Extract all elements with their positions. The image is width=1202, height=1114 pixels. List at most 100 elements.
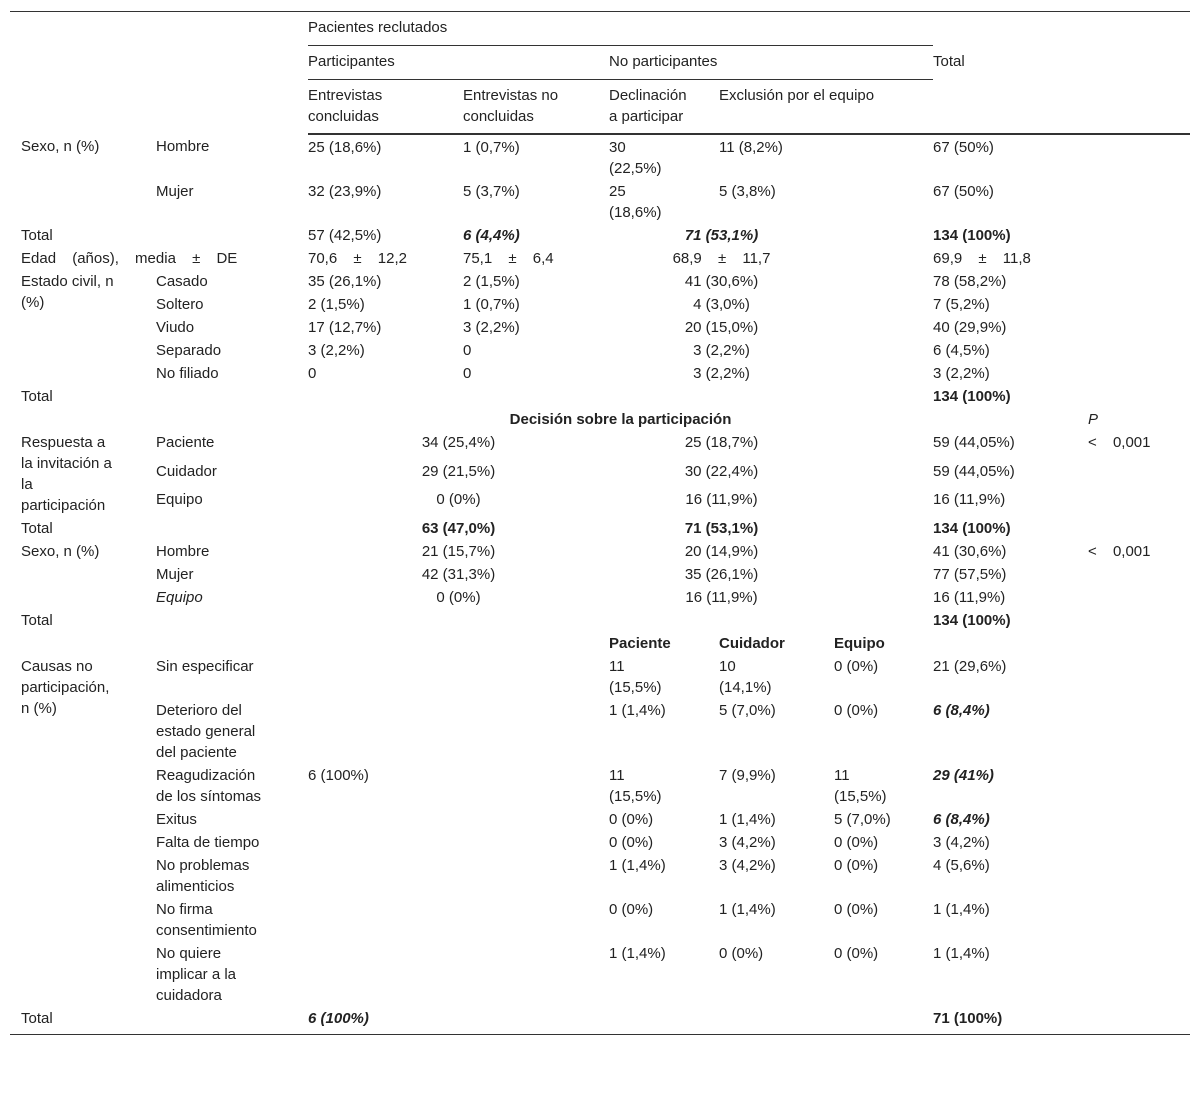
table-cell: 70,6 ± 12,2	[308, 250, 407, 267]
table-cell: Total	[21, 1010, 53, 1027]
empty-cell	[10, 563, 156, 586]
table-cell: 6 (100%)	[308, 1010, 369, 1027]
table-cell: 0 (0%)	[609, 901, 654, 918]
table-cell: 41 (30,6%)	[933, 543, 1007, 560]
table-cell: 77 (57,5%)	[933, 566, 1007, 583]
table-row: Causas no participación, n (%) Sin especi…	[10, 655, 1190, 717]
table-cell: 0 (0%)	[834, 702, 879, 719]
table-cell: 2 (1,5%)	[463, 273, 520, 290]
table-row: Separado 3 (2,2%) 0 3 (2,2%) 6 (4,5%)	[10, 339, 1190, 362]
empty-cell	[463, 385, 609, 408]
table-cell: 0 (0%)	[609, 811, 654, 828]
empty-cell	[1088, 270, 1190, 293]
table-cell: Sin especificar	[156, 658, 254, 675]
header-cell: Total	[933, 45, 1089, 135]
table-cell: Edad (años), media ± DE	[21, 250, 238, 267]
table-row: Exitus 0 (0%) 1 (1,4%) 5 (7,0%) 6 (8,4%)	[10, 808, 1190, 831]
table-row: Respuesta a la invitación a la participa…	[10, 431, 1190, 514]
table-cell: 3 (2,2%)	[308, 342, 365, 359]
table-cell: 40 (29,9%)	[933, 319, 1007, 336]
table-row: Total 134 (100%)	[10, 385, 1190, 408]
table-cell: 0	[463, 342, 472, 359]
empty-cell	[463, 655, 609, 699]
table-cell: 3 (4,2%)	[719, 857, 776, 874]
empty-cell	[1088, 180, 1190, 224]
table-cell: Estado civil, n (%)	[21, 273, 114, 311]
table-row: Reagudización de los síntomas 6 (100%) 11 …	[10, 764, 1190, 808]
table-cell: No firma consentimiento	[156, 901, 257, 939]
header-row: Participantes No participantes Total	[10, 45, 1191, 135]
table-cell: 1 (0,7%)	[463, 296, 520, 313]
empty-cell	[1088, 224, 1190, 247]
empty-cell	[609, 385, 719, 408]
table-row: No problemas alimenticios 1 (1,4%) 3 (4,2%…	[10, 854, 1190, 898]
empty-cell	[719, 385, 834, 408]
empty-cell	[156, 1007, 308, 1035]
empty-cell	[1088, 699, 1190, 764]
table-cell: 1 (1,4%)	[609, 945, 666, 962]
table-cell: Separado	[156, 342, 222, 359]
table-cell: 3 (2,2%)	[693, 342, 750, 359]
empty-cell	[1088, 460, 1190, 489]
empty-cell	[1088, 586, 1190, 609]
empty-cell	[1088, 632, 1190, 655]
table-cell: 25 (18,6%)	[308, 139, 382, 156]
table-cell: 21 (15,7%)	[421, 543, 496, 560]
table-cell: 3 (4,2%)	[933, 834, 990, 851]
table-cell: 3 (2,2%)	[933, 365, 990, 382]
table-cell: 134 (100%)	[933, 520, 1011, 537]
table-cell: 59 (44,05%)	[933, 462, 1015, 480]
table-cell: Casado	[156, 273, 208, 290]
table-cell: Hombre	[156, 138, 210, 155]
table-row: Estado civil, n (%) Casado 35 (26,1%) 2 (1,…	[10, 270, 1190, 311]
empty-cell	[1088, 45, 1191, 135]
table-cell: No filiado	[156, 365, 219, 382]
empty-cell	[834, 1007, 933, 1035]
table-cell: No problemas alimenticios	[156, 857, 250, 895]
empty-cell	[1088, 385, 1190, 408]
table-cell: 59 (44,05%)	[933, 434, 1015, 451]
empty-cell	[156, 385, 308, 408]
table-cell: 0 (0%)	[834, 945, 879, 962]
table-cell: 11 (15,5%)	[834, 767, 887, 805]
empty-cell	[1088, 316, 1190, 339]
table-cell: 0 (0%)	[834, 658, 879, 675]
empty-cell	[1088, 339, 1190, 362]
empty-cell	[834, 362, 933, 385]
table-cell: Total	[21, 388, 53, 405]
table-cell: 16 (11,9%)	[685, 589, 758, 606]
table-cell: 6 (8,4%)	[933, 702, 990, 719]
table-cell: 21 (29,6%)	[933, 658, 1007, 675]
header-row: Pacientes reclutados	[10, 11, 1190, 46]
table-cell: Causas no participación, n (%)	[21, 658, 110, 717]
table-cell: 1 (1,4%)	[719, 901, 776, 918]
empty-cell	[308, 655, 463, 699]
empty-cell	[156, 408, 308, 431]
header-cell: Entrevistas concluidas	[308, 79, 463, 135]
header-row: Entrevistas concluidas Entrevistas no co…	[10, 79, 1190, 135]
empty-cell	[308, 699, 463, 764]
empty-cell	[834, 224, 933, 247]
table-cell: 25 (18,6%)	[609, 183, 662, 221]
empty-cell	[1088, 898, 1190, 942]
empty-cell	[834, 517, 933, 540]
table-cell: 0	[463, 365, 472, 382]
table-cell: Total	[21, 227, 53, 244]
table-row: Mujer 42 (31,3%) 35 (26,1%) 77 (57,5%)	[10, 563, 1190, 586]
table-cell: Viudo	[156, 319, 195, 336]
empty-cell	[463, 942, 609, 1007]
table-row: Mujer 32 (23,9%) 5 (3,7%) 25 (18,6%) 5 (3,8%…	[10, 180, 1190, 224]
table-row: Equipo 0 (0%) 16 (11,9%) 16 (11,9%)	[10, 586, 1190, 609]
header-cell: Participantes	[308, 45, 609, 80]
empty-cell	[1088, 808, 1190, 831]
table-cell: 5 (7,0%)	[719, 702, 776, 719]
table-row: Viudo 17 (12,7%) 3 (2,2%) 20 (15,0%) 40 (29,…	[10, 316, 1190, 339]
empty-cell	[719, 1007, 834, 1035]
table-cell: 0 (0%)	[436, 589, 481, 606]
table-cell: 1 (1,4%)	[719, 811, 776, 828]
empty-cell	[463, 609, 609, 632]
table-cell: 3 (4,2%)	[719, 834, 776, 851]
table-row: No firma consentimiento 0 (0%) 1 (1,4%) 0 (…	[10, 898, 1190, 942]
table-cell: 0 (0%)	[719, 945, 764, 962]
table-cell: 10 (14,1%)	[719, 658, 772, 696]
